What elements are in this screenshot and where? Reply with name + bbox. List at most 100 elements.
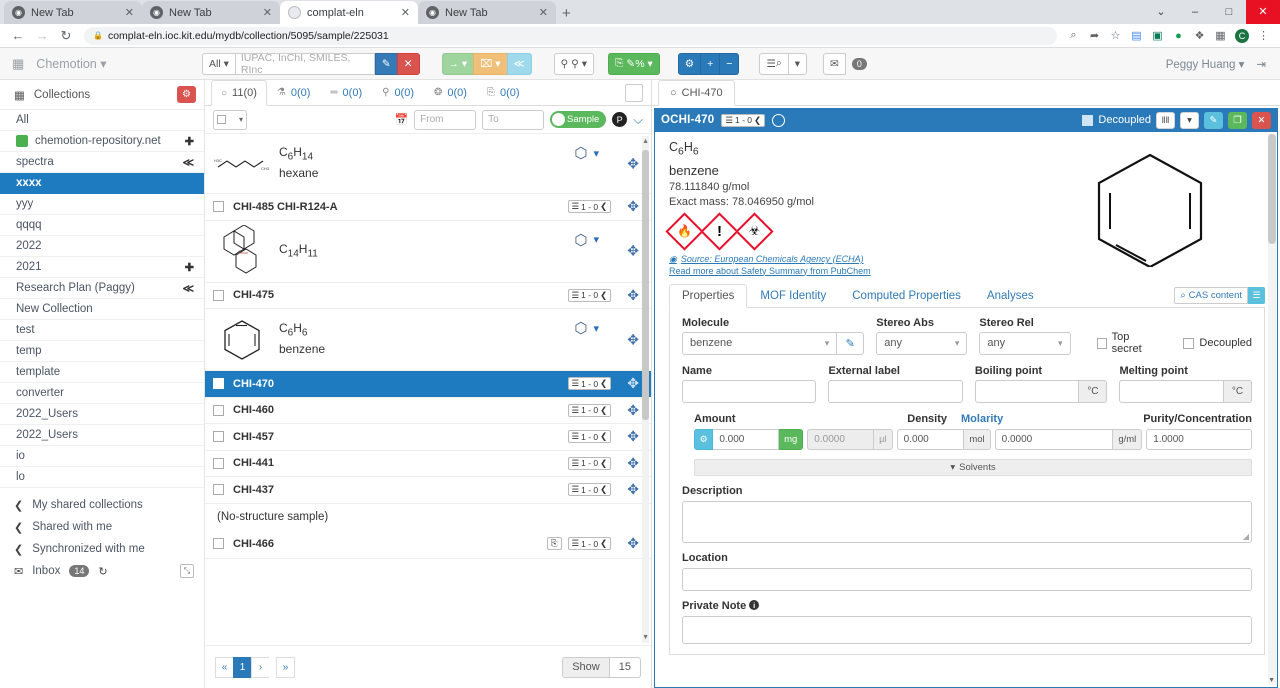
stereo-abs-select[interactable]: any ▾ xyxy=(876,331,968,355)
status-badge[interactable]: ☰ 1 - 0 ❮ xyxy=(567,430,612,444)
search-clear-button[interactable]: ✕ xyxy=(396,52,420,75)
hexagon-icon[interactable]: ⬡ xyxy=(574,320,588,337)
sample-toggle[interactable]: Sample xyxy=(550,111,607,128)
sidebar-item-shared-with-me[interactable]: ❮ Shared with me xyxy=(0,516,204,538)
drag-handle-icon[interactable]: ✥ xyxy=(627,428,639,445)
melting-point-input[interactable] xyxy=(1119,379,1224,403)
gear-icon-button[interactable]: ⚙ xyxy=(677,52,702,75)
amount-volume-input[interactable]: 0.0000 xyxy=(807,428,875,450)
sidebar-item-synchronized-with-me[interactable]: ❮ Synchronized with me xyxy=(0,538,204,560)
drag-handle-icon[interactable]: ✥ xyxy=(627,198,639,215)
drag-handle-icon[interactable]: ✥ xyxy=(627,535,639,551)
decoupled-checkbox-row[interactable]: Decoupled xyxy=(1082,114,1151,126)
reload-icon[interactable]: ↻ xyxy=(60,27,72,43)
sidebar-item-qqqq[interactable]: qqqq xyxy=(0,215,204,236)
name-input[interactable] xyxy=(682,379,817,403)
list-item[interactable]: CHI-437 ☰ 1 - 0 ❮ ✥ xyxy=(205,477,651,504)
status-badge[interactable]: ☰ 1 - 0 ❮ xyxy=(567,377,612,391)
sidebar-item-lo[interactable]: lo xyxy=(0,467,204,488)
list-item[interactable]: CHI-475 ☰ 1 - 0 ❮ ✥ xyxy=(205,282,651,309)
add-icon[interactable]: ✚ xyxy=(184,261,194,274)
search-edit-button[interactable]: ✎ xyxy=(374,52,398,75)
molecule-select[interactable]: benzene ▾ xyxy=(682,331,838,355)
drag-handle-icon[interactable]: ✥ xyxy=(627,286,639,303)
star-icon[interactable]: ☆ xyxy=(1110,30,1121,42)
list-scrollbar-thumb[interactable] xyxy=(642,150,649,420)
sample-rows[interactable]: H3C CH3 C6H14 hexane ⬡ ▾ ✥ CHI-485 CHI-R… xyxy=(205,134,651,646)
sidebar-item-2021[interactable]: 2021 ✚ xyxy=(0,257,204,278)
sidebar-item-spectra[interactable]: spectra ≪ xyxy=(0,152,204,173)
stereo-rel-select[interactable]: any ▾ xyxy=(979,331,1071,355)
molecule-icon[interactable] xyxy=(772,113,786,127)
drag-handle-icon[interactable]: ✥ xyxy=(627,242,639,259)
share-button[interactable]: ≪ xyxy=(506,52,532,75)
user-icon-button[interactable]: ⚲ ⚲ ▾ xyxy=(553,52,595,75)
molarity-label[interactable]: Molarity xyxy=(961,412,1004,425)
tab-reports[interactable]: ⎘ 0(0) xyxy=(477,80,530,106)
list-icon[interactable]: ☰ xyxy=(1248,286,1265,304)
amount-volume-unit-button[interactable]: µl xyxy=(874,428,893,450)
hexagon-icon[interactable]: ⬡ xyxy=(574,231,588,249)
amount-mass-input[interactable]: 0.000 xyxy=(713,428,780,450)
save-button[interactable]: ❐ xyxy=(1228,111,1247,129)
status-badge[interactable]: ☰ 1 - 0 ❮ xyxy=(567,537,612,550)
amount-mol-input[interactable]: 0.000 xyxy=(896,428,965,450)
avatar[interactable]: C xyxy=(1235,28,1249,43)
row-checkbox[interactable] xyxy=(213,289,224,301)
list-item[interactable]: CHI-466 ⎘ ☰ 1 - 0 ❮ ✥ xyxy=(205,529,651,559)
tab-screens[interactable]: ⚲ 0(0) xyxy=(372,80,424,106)
list-item[interactable]: CHI-460 ☰ 1 - 0 ❮ ✥ xyxy=(205,397,651,424)
solvents-bar[interactable]: ▾ Solvents xyxy=(694,458,1252,476)
expand-icon[interactable]: ⤡ xyxy=(180,564,194,578)
list-item[interactable]: CHI-441 ☰ 1 - 0 ❮ ✥ xyxy=(205,450,651,477)
hexagon-icon[interactable]: ⬡ xyxy=(574,145,588,162)
row-checkbox[interactable] xyxy=(213,484,224,496)
sidebar-item-xxxx[interactable]: xxxx xyxy=(0,173,204,194)
plus-button[interactable]: + xyxy=(700,52,721,75)
list-item-selected[interactable]: CHI-470 ☰ 1 - 0 ❮ ✥ xyxy=(205,371,651,398)
density-input[interactable]: 0.0000 xyxy=(994,428,1114,450)
search-icon[interactable]: ⌕ xyxy=(1070,29,1077,41)
tab-chi-470[interactable]: ○ CHI-470 xyxy=(658,80,735,106)
select-all-dropdown[interactable]: ▾ xyxy=(213,109,247,130)
product-badge[interactable]: P xyxy=(612,112,628,127)
close-icon[interactable]: ✕ xyxy=(400,7,410,19)
chevron-down-icon[interactable]: ▾ xyxy=(593,147,599,160)
sidebar-item-my-shared-collections[interactable]: ❮ My shared collections xyxy=(0,494,204,516)
decoupled-checkbox-row-form[interactable]: Decoupled xyxy=(1183,332,1252,355)
close-icon[interactable]: ✕ xyxy=(538,7,548,19)
tab-reactions[interactable]: ⚗ 0(0) xyxy=(267,80,321,106)
row-checkbox[interactable] xyxy=(213,457,224,469)
window-minimize-icon[interactable]: – xyxy=(1191,6,1199,18)
shield-icon[interactable]: ● xyxy=(1175,29,1182,42)
density-label[interactable]: Density xyxy=(907,412,948,425)
purity-input[interactable]: 1.0000 xyxy=(1146,428,1252,450)
sidebar-item-chemotion-repository[interactable]: chemotion-repository.net ✚ xyxy=(0,131,204,152)
tab-wellplates[interactable]: ═ 0(0) xyxy=(320,80,372,106)
notion-icon[interactable]: ▣ xyxy=(1152,30,1163,42)
drag-handle-icon[interactable]: ✥ xyxy=(627,481,639,498)
sidebar-item-yyy[interactable]: yyy xyxy=(0,194,204,215)
brand-name[interactable]: Chemotion ▾ xyxy=(36,57,107,71)
status-badge[interactable]: ☰ 1 - 0 ❮ xyxy=(567,456,612,470)
barcode-icon-button[interactable]: ‖‖ xyxy=(1156,111,1175,129)
export-button[interactable]: ⌧ ▾ xyxy=(473,52,508,75)
external-label-input[interactable] xyxy=(828,379,963,403)
advanced-search-caret[interactable]: ▾ xyxy=(787,52,808,75)
logout-icon[interactable]: ⇥ xyxy=(1256,58,1266,71)
address-bar[interactable]: 🔒 complat-eln.ioc.kit.edu/mydb/collectio… xyxy=(84,26,1057,45)
barcode-dropdown-caret[interactable]: ▾ xyxy=(1180,111,1199,129)
top-secret-checkbox[interactable] xyxy=(1096,337,1107,349)
search-scope-dropdown[interactable]: All ▾ xyxy=(202,52,236,75)
drag-handle-icon[interactable]: ✥ xyxy=(627,155,639,171)
row-checkbox[interactable] xyxy=(213,431,224,443)
extra-badge[interactable]: ⎘ xyxy=(546,537,562,550)
window-maximize-icon[interactable]: □ xyxy=(1225,6,1233,18)
chevron-down-icon[interactable]: ⌵ xyxy=(633,111,643,127)
page-last-button[interactable]: » xyxy=(276,656,295,678)
decoupled-checkbox[interactable] xyxy=(1082,114,1094,126)
page-next-button[interactable]: › xyxy=(251,656,270,678)
row-checkbox[interactable] xyxy=(213,404,224,416)
list-item[interactable]: CHI-485 CHI-R124-A ☰ 1 - 0 ❮ ✥ xyxy=(205,194,651,221)
sidebar-item-template[interactable]: template xyxy=(0,362,204,383)
